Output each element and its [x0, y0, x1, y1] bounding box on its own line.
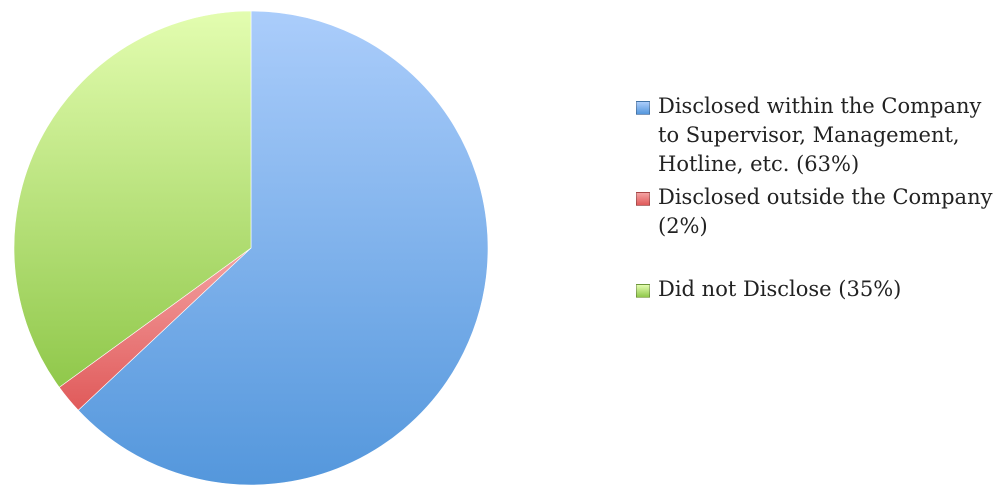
pie-slice-disclosed-within — [77, 10, 489, 486]
legend-swatch-did-not-disclose — [636, 284, 650, 298]
legend-label-disclosed-within: Disclosed within the Company to Supervis… — [658, 94, 982, 176]
pie-slices — [13, 10, 489, 486]
legend-swatch-disclosed-outside — [636, 192, 650, 206]
legend-label-disclosed-outside: Disclosed outside the Company (2%) — [658, 185, 993, 238]
chart-legend: Disclosed within the Company to Supervis… — [636, 92, 1006, 304]
legend-swatch-disclosed-within — [636, 101, 650, 115]
pie-slice-did-not-disclose — [13, 10, 252, 388]
legend-item-did-not-disclose: Did not Disclose (35%) — [636, 275, 1006, 304]
legend-item-disclosed-outside: Disclosed outside the Company (2%) — [636, 183, 1006, 241]
legend-item-disclosed-within: Disclosed within the Company to Supervis… — [636, 92, 1006, 179]
legend-label-did-not-disclose: Did not Disclose (35%) — [658, 277, 902, 301]
